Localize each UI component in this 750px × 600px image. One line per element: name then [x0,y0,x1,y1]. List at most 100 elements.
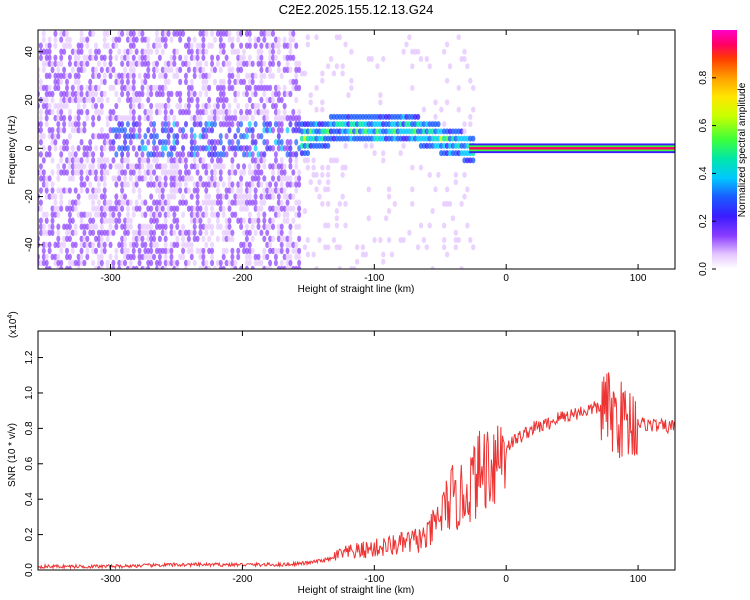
spectrogram-cell [59,241,64,249]
spectrogram-cell [221,235,226,243]
spectrogram-cell [91,193,96,200]
spectrogram-cell [349,84,354,91]
spectrogram-cell [105,259,110,267]
spectrogram-cell [189,96,194,104]
spectrogram-cell [253,205,258,212]
spectrogram-cell [47,151,52,158]
spectrogram-cell [178,90,183,98]
spectrogram-cell [99,102,104,110]
spectrogram-cell [62,235,67,243]
spectrogram-cell [421,237,427,244]
spectrogram-cell [233,199,238,206]
snr-y-tick-label: 0.4 [24,492,35,506]
spectrogram-cell [343,142,348,149]
spectrogram-cell [259,78,264,86]
spectrogram-cell [308,99,313,106]
spectrogram-cell [73,157,78,164]
spectrogram-cell [276,36,281,43]
spectrogram-cell [76,145,81,152]
spectrogram-cell [140,48,145,55]
spectrogram-cell [82,235,87,243]
spectrogram-cell [256,205,261,212]
spectrogram-cell [157,253,162,261]
spectrogram-cell [128,126,133,134]
spectrogram-cell [99,193,104,200]
spectrogram-cell [157,235,162,243]
spectrogram-cell [169,247,174,255]
spectrogram-cell [189,133,194,140]
spectrogram-cell [201,145,206,152]
spectrogram-cell [276,187,281,194]
spectrogram-cell [250,199,255,206]
spectrogram-cell [244,265,249,269]
spectrogram-cell [166,139,171,146]
spectrogram-cell [201,48,206,55]
spectrogram-cell [114,205,119,212]
spectrogram-cell [47,145,52,152]
spectrogram-cell [146,96,151,104]
spectrogram-cell [152,133,157,140]
spectrogram-cell [143,133,148,140]
spectrogram-cell [154,36,159,43]
spectrogram-cell [195,151,200,158]
spectrogram-cell [99,133,104,140]
spectrogram-cell [259,72,264,80]
spectrogram-cell [268,265,273,269]
spectrogram-cell [73,151,78,158]
spectrogram-cell [41,157,46,164]
spectrogram-cell [85,60,90,67]
spectrogram-cell [285,90,290,98]
spectrogram-cell [204,133,209,140]
spectrogram-cell [44,114,49,122]
spectrogram-cell [244,247,249,255]
spectrogram-cell [236,126,241,134]
spectrogram-cell [282,175,287,182]
spectrogram-cell [94,247,99,255]
spectrogram-cell [154,223,159,230]
spectrogram-cell [288,54,293,61]
spectrogram-cell [99,54,104,61]
spectrogram-cell [262,90,267,98]
spectrogram-cell [131,169,136,176]
spectrogram-cell [131,211,136,218]
spectrogram-cell [186,84,191,92]
spectrogram-cell [73,163,78,170]
spectrogram-cell [239,223,244,230]
spectrogram-cell [172,30,177,37]
spectrogram-cell [273,42,278,49]
spectrogram-cell [250,235,255,243]
spectrogram-cell [50,181,55,188]
spectrogram-cell [62,120,67,128]
spectrogram-cell [343,164,348,171]
spectrogram-cell [204,102,209,110]
spectrogram-cell [227,175,232,182]
spectrogram-cell [79,84,84,92]
spectrogram-cell [221,84,226,92]
spectrogram-cell [247,30,252,37]
spectrogram-cell [273,108,278,116]
spectrogram-cell [207,84,212,92]
spectrogram-cell [288,66,293,74]
spectrogram-cell [218,42,223,49]
spectrogram-cell [62,72,67,80]
snr-y-tick-label: 0.6 [24,456,35,470]
spectrogram-cell [181,211,186,218]
spectrogram-cell [259,199,264,206]
spectrogram-cell [152,151,157,158]
spectrogram-cell [181,60,186,67]
spectrogram-cell [250,223,255,230]
spectrogram-cell [288,157,293,164]
spectrogram-cell [282,235,287,243]
spectrogram-cell [41,169,46,176]
spectrogram-cell [285,181,290,188]
spectrogram-cell [172,133,177,140]
spectrogram-cell [268,96,273,104]
spectrogram-cell [294,78,299,86]
spectrogram-cell [276,247,281,255]
spectrogram-cell [146,223,151,230]
spectrogram-cell [276,229,281,236]
spectrogram-cell [256,217,261,224]
spectrogram-cell [230,211,235,218]
spectrogram-cell [76,72,81,80]
spectrogram-cell [224,223,229,230]
